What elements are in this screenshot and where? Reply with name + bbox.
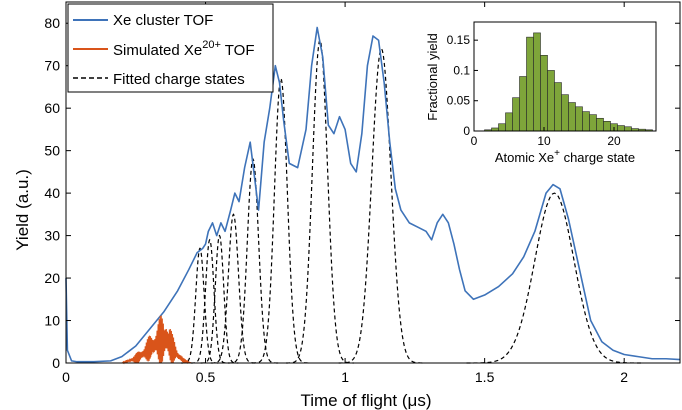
inset-x-axis-label-superscript: + — [554, 148, 560, 159]
fitted-charge-state-6 — [252, 76, 310, 364]
inset-bar-charge-7 — [519, 76, 527, 132]
fitted-charge-state-7 — [286, 38, 354, 364]
inset-bar-charge-22 — [624, 126, 632, 132]
fitted-charge-state-8 — [338, 47, 425, 364]
inset-bars — [484, 32, 653, 132]
y-tick-label: 20 — [44, 270, 60, 286]
y-tick-label: 70 — [44, 58, 60, 74]
x-tick-label: 2 — [620, 369, 628, 385]
inset-bar-charge-17 — [589, 114, 597, 132]
inset-bar-charge-15 — [575, 106, 583, 132]
inset-x-axis-label: Atomic Xe+ charge state — [495, 148, 635, 165]
legend-label-simulated-superscript: 20+ — [202, 39, 221, 51]
inset-x-tick-label: 10 — [537, 134, 551, 148]
inset-x-tick-label: 20 — [607, 134, 621, 148]
main-series-layer — [65, 26, 681, 365]
x-tick-label: 0.5 — [196, 369, 216, 385]
y-tick-label: 50 — [44, 143, 60, 159]
inset-bar-charge-4 — [498, 123, 506, 132]
y-tick-label: 10 — [44, 313, 60, 329]
legend-label-xe-cluster: Xe cluster TOF — [113, 12, 213, 29]
legend-label-simulated: Simulated Xe20+ TOF — [113, 39, 255, 59]
inset-bar-charge-14 — [568, 102, 576, 132]
inset-axes: 0 10 20 0 0.05 0.1 0.15 — [447, 21, 657, 148]
legend-label-fitted: Fitted charge states — [113, 71, 245, 88]
inset-frame — [473, 21, 657, 132]
fitted-charge-state-4 — [210, 213, 257, 364]
inset-bar-charge-19 — [603, 121, 611, 132]
fitted-charge-state-3 — [200, 234, 239, 364]
y-tick-label: 80 — [44, 15, 60, 31]
y-tick-label: 0 — [52, 355, 60, 371]
y-tick-label: 30 — [44, 228, 60, 244]
y-tick-label: 40 — [44, 185, 60, 201]
inset-y-axis-label: Fractional yield — [425, 33, 440, 120]
inset-x-tick-label: 0 — [471, 134, 478, 148]
inset-y-tick-label: 0.05 — [447, 94, 471, 108]
inset-bar-charge-5 — [505, 112, 513, 132]
simulated-xe20-tof-line — [121, 315, 192, 365]
plot-frame — [65, 1, 681, 364]
x-tick-label: 1.5 — [475, 369, 495, 385]
inset-bar-charge-9 — [533, 32, 541, 132]
inset-bar-charge-10 — [540, 55, 548, 132]
fitted-charge-state-2 — [190, 238, 229, 364]
inset-y-tick-label: 0 — [463, 124, 470, 138]
inset-bar-charge-16 — [582, 111, 590, 132]
inset-bar-charge-8 — [526, 36, 534, 132]
x-tick-label: 0 — [62, 369, 70, 385]
inset-bar-charge-13 — [561, 94, 569, 132]
inset-histogram: 0 10 20 0 0.05 0.1 0.15 Atomic Xe+ charge stat… — [425, 21, 657, 165]
x-axis-label: Time of flight (μs) — [300, 391, 431, 410]
xe-cluster-tof-line — [65, 26, 681, 363]
inset-y-tick-label: 0.1 — [453, 63, 470, 77]
y-tick-label: 60 — [44, 100, 60, 116]
inset-bar-charge-21 — [617, 125, 625, 132]
inset-bar-charge-18 — [596, 117, 604, 132]
x-tick-label: 1 — [341, 369, 349, 385]
y-axis-label: Yield (a.u.) — [13, 169, 32, 251]
inset-y-tick-label: 0.15 — [447, 33, 471, 47]
inset-bar-charge-12 — [554, 82, 562, 132]
inset-bar-charge-6 — [512, 97, 520, 132]
fitted-charge-state-1 — [181, 247, 219, 364]
inset-bar-charge-11 — [547, 70, 555, 132]
fitted-charge-state-9 — [466, 192, 643, 364]
legend: Xe cluster TOF Simulated Xe20+ TOF Fitte… — [67, 3, 274, 93]
x-axis-label-unit: μs — [408, 391, 426, 410]
